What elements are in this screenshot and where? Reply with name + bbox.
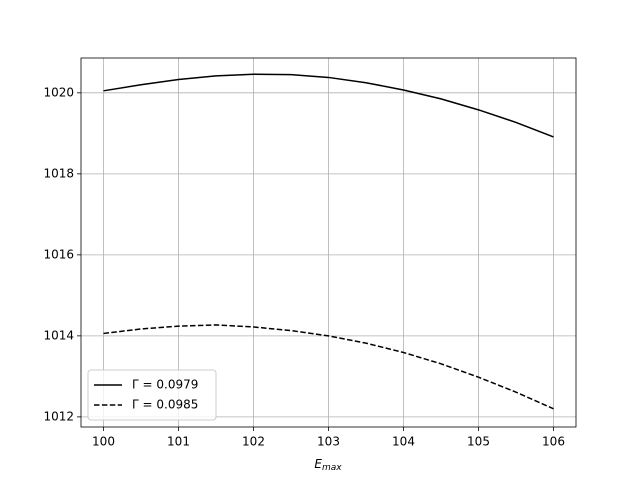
x-tick-label: 104 — [392, 435, 415, 449]
x-tick-label: 100 — [92, 435, 115, 449]
x-axis-label: Emax — [314, 457, 342, 473]
line-series — [103, 73, 554, 138]
line-series — [103, 324, 554, 410]
x-tick-label: 105 — [467, 435, 490, 449]
x-label-sub: max — [322, 463, 342, 473]
x-tick-label: 102 — [242, 435, 265, 449]
y-tick-label: 1020 — [43, 85, 74, 99]
legend-box — [87, 369, 217, 421]
x-tick-label: 101 — [167, 435, 190, 449]
legend-label: Γ = 0.0985 — [132, 398, 198, 412]
legend-label: Γ = 0.0979 — [132, 378, 198, 392]
y-tick-label: 1012 — [43, 409, 74, 423]
x-tick-label: 106 — [542, 435, 565, 449]
y-tick-label: 1016 — [43, 247, 74, 261]
y-tick-label: 1018 — [43, 166, 74, 180]
y-tick-label: 1014 — [43, 328, 74, 342]
x-tick-label: 103 — [317, 435, 340, 449]
x-label-base: E — [314, 457, 322, 471]
